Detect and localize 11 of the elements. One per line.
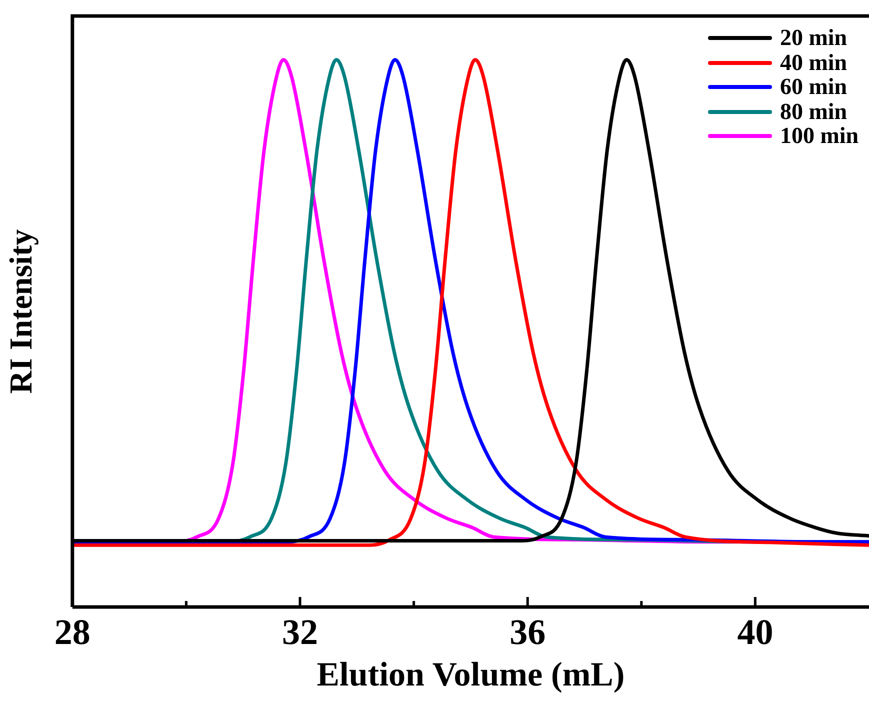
x-tick-label: 32 [282, 612, 318, 652]
legend-label: 80 min [780, 98, 848, 124]
legend-label: 60 min [780, 74, 848, 100]
legend-label: 40 min [780, 50, 848, 75]
y-axis-title: RI Intensity [2, 229, 38, 394]
x-tick-label: 28 [54, 612, 90, 652]
legend-label: 100 min [780, 123, 859, 148]
legend-label: 20 min [780, 25, 848, 50]
x-tick-label: 40 [737, 612, 774, 652]
x-tick-label: 36 [510, 612, 546, 652]
x-axis-title: Elution Volume (mL) [316, 656, 625, 694]
